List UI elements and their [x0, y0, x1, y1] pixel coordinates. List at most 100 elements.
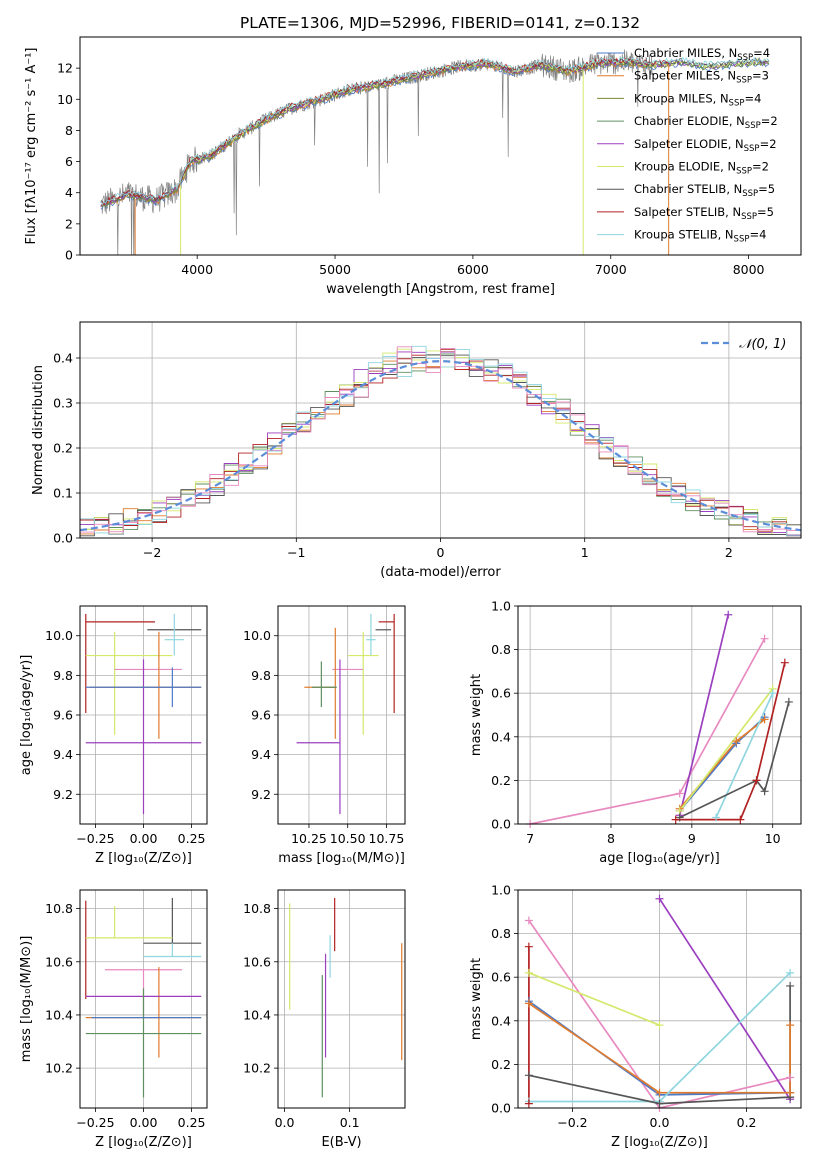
- y-tick-label: 9.6: [251, 708, 271, 723]
- y-tick-label: 9.8: [53, 668, 73, 683]
- x-axis-label: (data-model)/error: [380, 565, 501, 580]
- legend-value: =2: [752, 160, 769, 174]
- age-vs-metallicity-panel: −0.25 0.00 0.25 9.2 9.4 9.6 9.8 10.0 Z [log₁₀(Z/…: [19, 605, 208, 866]
- x-tick-label: −1: [287, 545, 305, 560]
- residual-histogram-step: [80, 351, 801, 537]
- residual-histogram-step: [80, 345, 801, 537]
- x-tick-label: 10: [765, 831, 781, 846]
- y-tick-label: 6: [65, 154, 73, 169]
- x-tick-label: 2: [725, 545, 733, 560]
- x-axis-label: mass [log₁₀(M/M⊙)]: [278, 851, 405, 866]
- y-axis-label: mass weight: [469, 674, 484, 756]
- mass-weight-marker: [786, 1088, 795, 1097]
- y-tick-label: 12: [57, 61, 73, 76]
- mass-weight-marker: [671, 815, 680, 824]
- x-axis-label: Z [log₁₀(Z/Z⊙)]: [611, 1135, 708, 1150]
- x-tick-label: −0.25: [76, 831, 114, 846]
- mass-weight-line: [679, 701, 790, 819]
- x-axis-label: E(B-V): [321, 1135, 361, 1150]
- legend-value: =2: [761, 114, 778, 128]
- mass-weight-marker: [655, 1088, 664, 1097]
- legend-value: =3: [752, 69, 769, 83]
- y-tick-label: 0.6: [491, 970, 511, 985]
- x-tick-label: 8: [607, 831, 615, 846]
- residual-histogram-step: [80, 353, 801, 537]
- y-tick-label: 9.4: [251, 747, 271, 762]
- y-axis-label: age [log₁₀(age/yr)]: [19, 655, 34, 776]
- mass-weight-marker: [732, 737, 741, 746]
- legend-value: =4: [753, 46, 770, 60]
- y-axis-label: Flux [fλ10⁻¹⁷ erg cm⁻² s⁻¹ A⁻¹]: [24, 48, 39, 245]
- y-tick-label: 0.0: [491, 817, 511, 832]
- mass-weight-marker: [524, 916, 533, 925]
- figure-title: PLATE=1306, MJD=52996, FIBERID=0141, z=0…: [240, 14, 640, 32]
- legend-value: =4: [744, 91, 761, 105]
- axes-frame: [79, 889, 208, 1109]
- mass-weight-marker: [524, 942, 533, 951]
- legend-subscript: SSP: [736, 167, 752, 177]
- legend-subscript: SSP: [736, 76, 752, 86]
- y-tick-label: 2: [65, 216, 73, 231]
- y-axis-label: Normed distribution: [31, 365, 46, 495]
- mass-weight-marker: [712, 813, 721, 822]
- y-tick-label: 0.2: [53, 441, 73, 456]
- x-tick-label: 0.25: [178, 1115, 206, 1130]
- y-tick-label: 0.6: [491, 686, 511, 701]
- x-tick-label: 0.0: [275, 1115, 295, 1130]
- mass-weight-line: [529, 638, 766, 824]
- x-tick-label: 5000: [319, 262, 351, 277]
- mass-weight-marker: [786, 968, 795, 977]
- y-tick-label: 0.4: [491, 1013, 511, 1028]
- normal-distribution-curve: [80, 360, 801, 532]
- axes-frame: [277, 605, 406, 825]
- mass-weight-line: [528, 920, 791, 1108]
- y-tick-label: 0.2: [491, 773, 511, 788]
- y-tick-label: 1.0: [491, 599, 511, 614]
- legend-subscript: SSP: [729, 98, 745, 108]
- model-spectrum-line: [100, 57, 669, 206]
- mass-weight-line: [715, 692, 774, 818]
- mass-weight-marker: [760, 634, 769, 643]
- mass-weight-marker: [768, 689, 777, 698]
- legend-subscript: SSP: [744, 144, 760, 154]
- x-tick-label: −2: [143, 545, 161, 560]
- legend-value: =5: [758, 182, 775, 196]
- y-tick-label: 10.6: [45, 954, 73, 969]
- mass-weight-vs-age-panel: 7 8 9 10 0.0 0.2 0.4 0.6 0.8 1.0 age [log₁₀(age/yr…: [469, 599, 802, 866]
- y-tick-label: 0.8: [491, 926, 511, 941]
- mass-weight-marker: [524, 1071, 533, 1080]
- y-tick-label: 10.8: [45, 901, 73, 916]
- x-tick-label: 10.25: [291, 831, 327, 846]
- mass-weight-marker: [675, 789, 684, 798]
- model-spectrum-line: [100, 59, 770, 208]
- x-tick-label: −0.25: [76, 1115, 114, 1130]
- axes-frame: [517, 605, 802, 825]
- mass-weight-line: [658, 898, 791, 1100]
- y-tick-label: 0.8: [491, 642, 511, 657]
- spectrum-panel: 4000 5000 6000 7000 8000 0 2 4 6 8 10 12 Chabrier MI…: [24, 36, 802, 297]
- y-tick-label: 10.4: [45, 1007, 73, 1022]
- y-tick-label: 0.2: [491, 1057, 511, 1072]
- residual-histogram-step: [80, 348, 801, 537]
- axes-frame: [79, 321, 802, 539]
- mass-weight-marker: [524, 999, 533, 1008]
- age-vs-mass-panel: 10.25 10.50 10.75 9.2 9.4 9.6 9.8 10.0 mass [log…: [243, 605, 406, 866]
- x-tick-label: 7000: [595, 262, 627, 277]
- legend-label: Salpeter STELIB, NSSP=5: [634, 205, 774, 222]
- y-tick-label: 9.8: [251, 668, 271, 683]
- x-tick-label: 1: [581, 545, 589, 560]
- legend-value: =4: [749, 228, 766, 242]
- y-tick-label: 10.2: [45, 1061, 73, 1076]
- legend-label: Kroupa STELIB, NSSP=4: [634, 228, 766, 245]
- axes-frame: [517, 889, 802, 1109]
- mass-vs-metallicity-panel: −0.25 0.00 0.25 10.2 10.4 10.6 10.8 Z [log₁₀(Z/…: [19, 889, 208, 1150]
- mass-weight-marker: [784, 697, 793, 706]
- mass-weight-marker: [760, 787, 769, 796]
- y-tick-label: 0.0: [53, 531, 73, 546]
- mass-vs-ebv-panel: 0.0 0.1 10.2 10.4 10.6 10.8 E(B-V): [243, 889, 406, 1150]
- y-tick-label: 0.0: [491, 1101, 511, 1116]
- y-tick-label: 9.4: [53, 747, 73, 762]
- legend-subscript: SSP: [741, 212, 757, 222]
- legend-label: Chabrier STELIB, NSSP=5: [634, 182, 775, 199]
- y-tick-label: 9.6: [53, 708, 73, 723]
